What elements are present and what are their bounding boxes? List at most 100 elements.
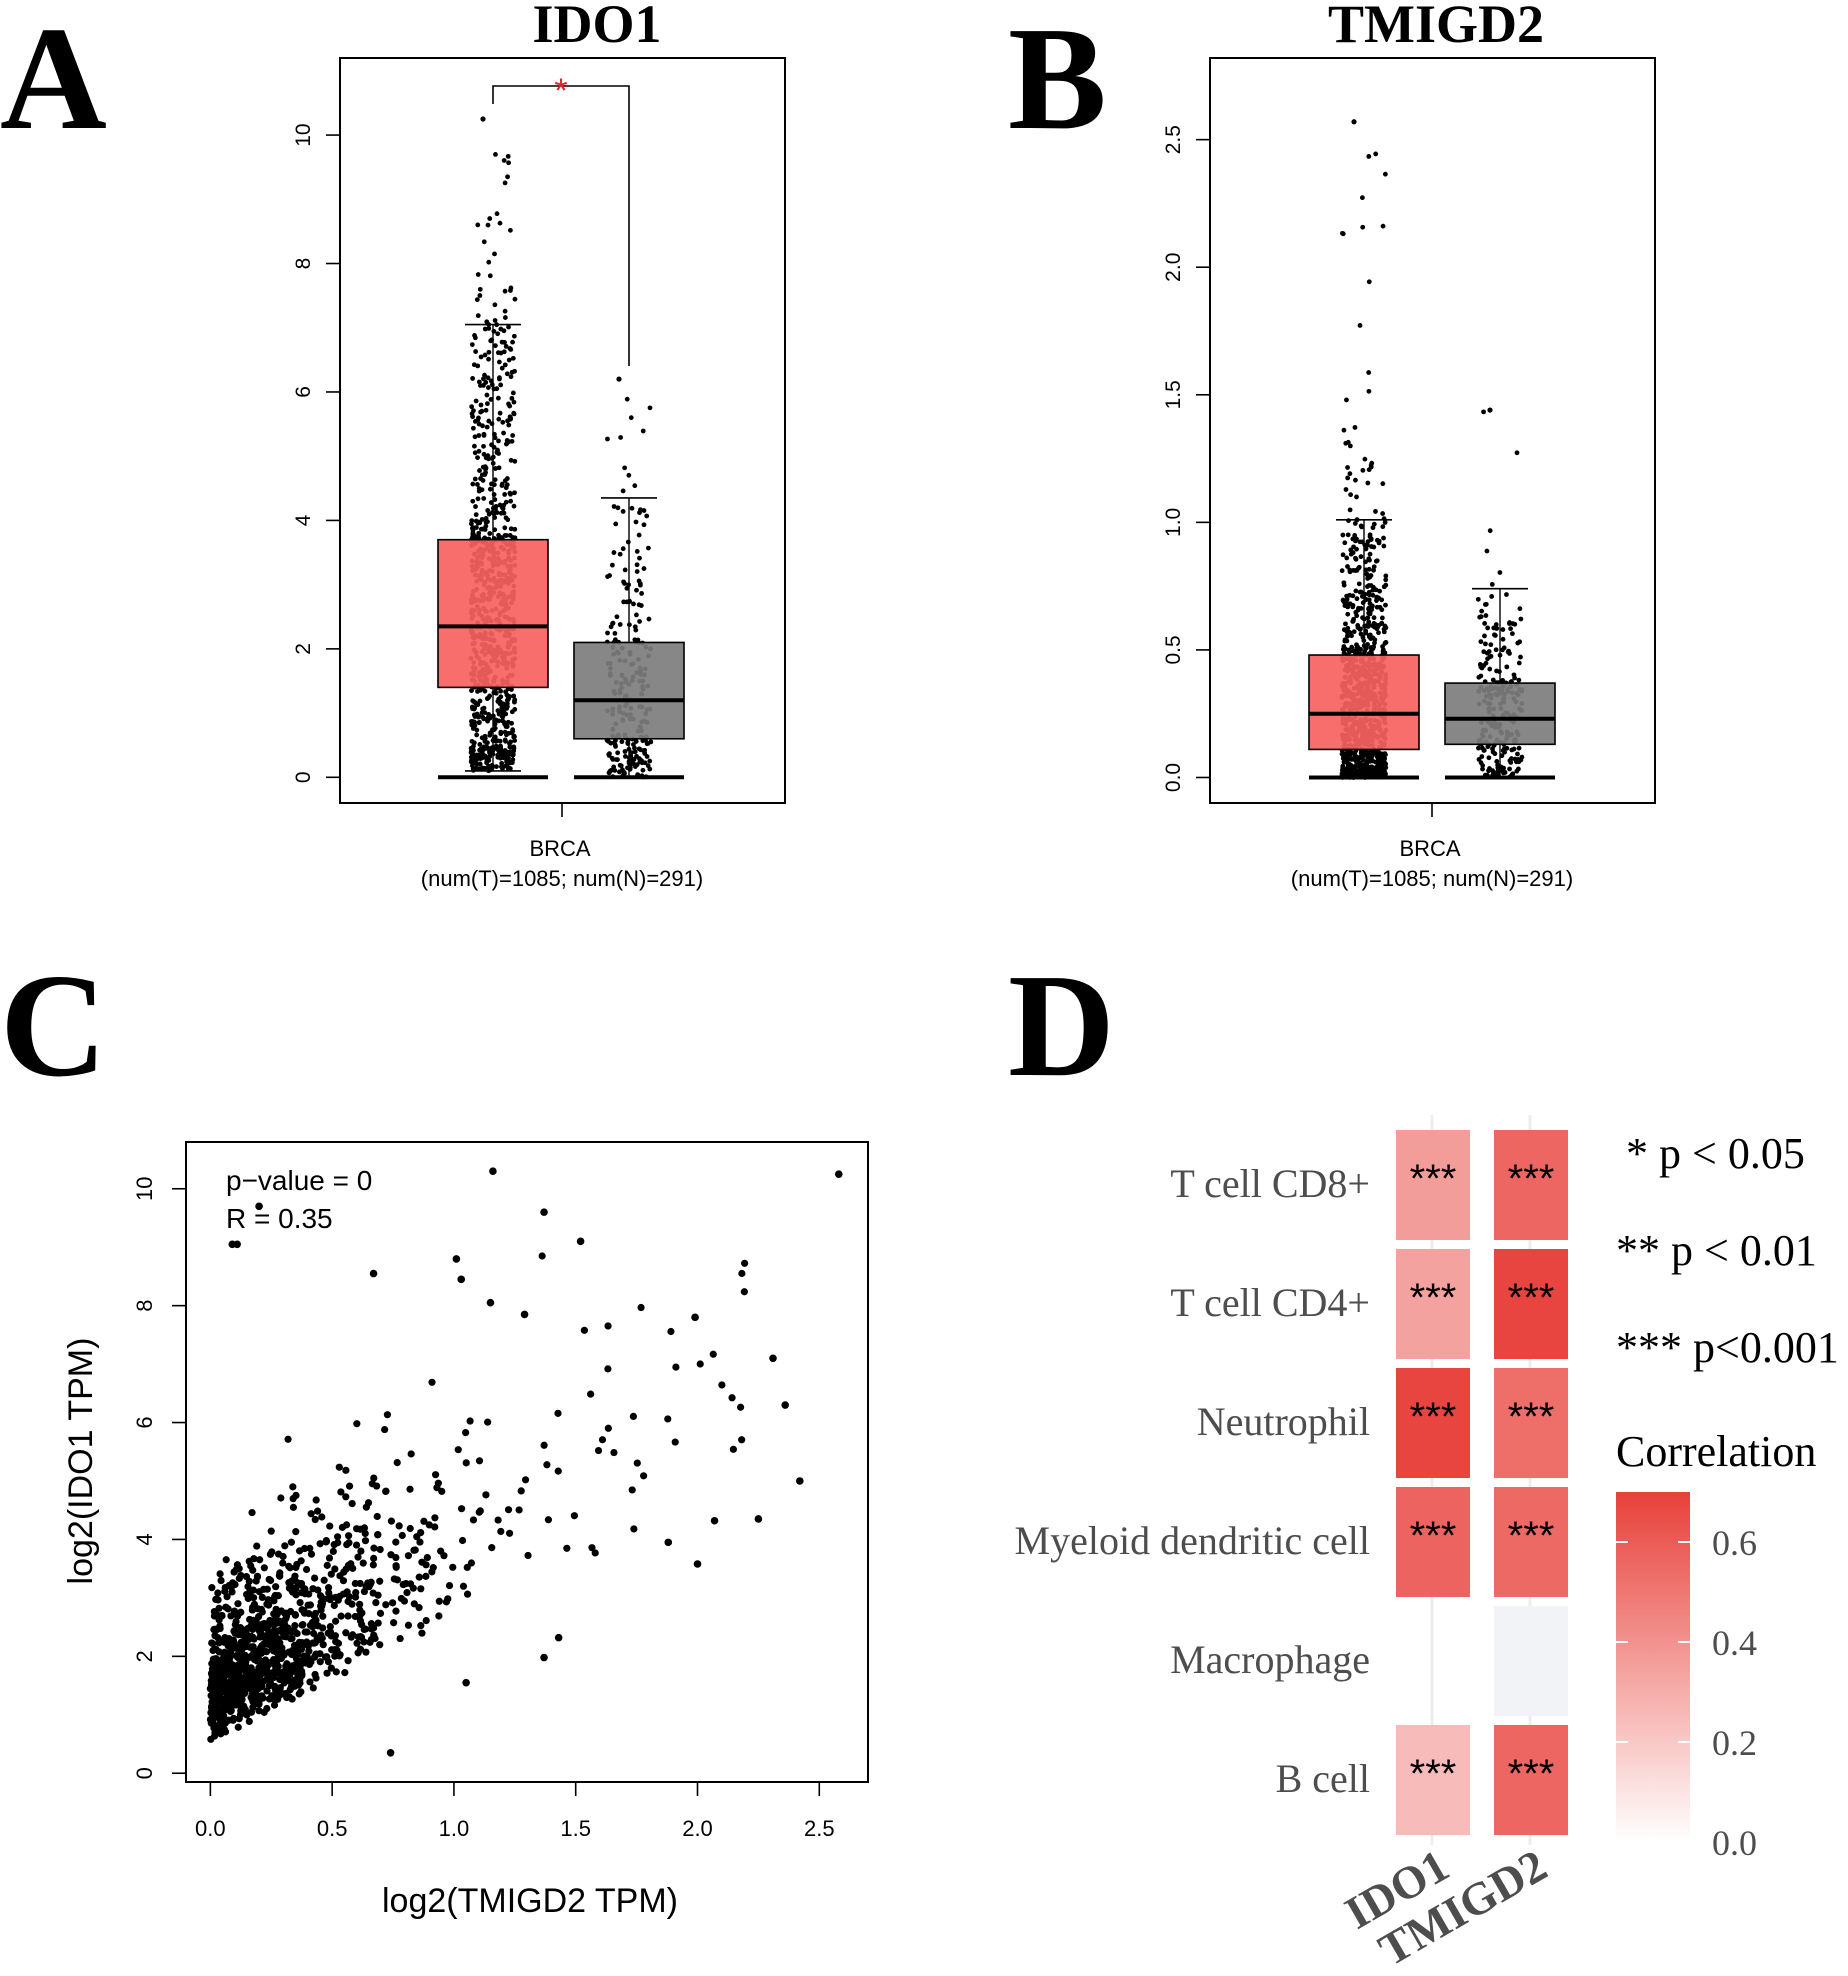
scatter-point	[265, 1575, 273, 1584]
data-point	[1504, 592, 1509, 597]
data-point	[1376, 538, 1382, 544]
scatter-point	[221, 1659, 229, 1667]
data-point	[473, 701, 479, 707]
scatter-point	[348, 1499, 356, 1508]
data-point	[470, 376, 476, 381]
scatter-point	[245, 1717, 253, 1726]
data-point	[476, 488, 482, 494]
data-point	[1500, 627, 1506, 632]
scatter-point	[319, 1641, 327, 1649]
data-point	[1367, 551, 1373, 557]
scatter-point	[291, 1572, 299, 1580]
data-point	[606, 752, 612, 757]
data-point	[482, 688, 488, 694]
scatter-point	[246, 1643, 254, 1651]
data-point	[484, 392, 490, 398]
data-point	[503, 499, 509, 505]
data-point	[510, 390, 516, 396]
data-point	[1486, 755, 1492, 761]
data-point	[1371, 615, 1377, 621]
x-tick-label: 0.5	[317, 1816, 348, 1841]
data-point	[634, 612, 639, 618]
scatter-point	[261, 1656, 270, 1664]
scatter-point	[303, 1638, 311, 1646]
scatter-point	[356, 1606, 364, 1614]
scatter-point	[392, 1563, 400, 1571]
data-point	[1377, 588, 1383, 594]
data-point	[1365, 480, 1371, 486]
data-point	[1353, 588, 1359, 594]
panel-letter-a: A	[0, 0, 107, 161]
scatter-point	[279, 1559, 287, 1567]
data-point	[644, 741, 650, 747]
data-point	[1367, 601, 1373, 606]
data-point	[1351, 616, 1356, 622]
data-point	[1508, 760, 1514, 765]
data-point	[502, 288, 508, 294]
scatter-point	[295, 1547, 304, 1555]
normal-box	[1444, 682, 1556, 746]
scatter-point	[672, 1363, 680, 1371]
data-point	[1516, 745, 1522, 751]
heatmap-cell	[1494, 1130, 1568, 1240]
data-point	[477, 761, 483, 767]
scatter-point	[422, 1572, 430, 1580]
data-point	[1488, 653, 1494, 659]
scatter-point	[335, 1463, 343, 1471]
scatter-point	[270, 1701, 279, 1709]
panel-d-heatmap: *** *** *** *** *** *** *** *** *** *** T cell CD…	[1015, 1115, 1839, 1976]
scatter-point	[215, 1639, 223, 1647]
data-point	[634, 562, 640, 568]
data-point	[492, 251, 497, 257]
scatter-point	[248, 1508, 256, 1517]
scatter-point	[316, 1658, 324, 1666]
data-point	[503, 738, 508, 744]
data-point	[1487, 666, 1493, 672]
scatter-point	[316, 1540, 324, 1548]
data-point	[1347, 567, 1353, 573]
scatter-point	[554, 1467, 562, 1475]
scatter-point	[256, 1629, 264, 1637]
scatter-point	[271, 1683, 279, 1691]
scatter-point	[554, 1633, 563, 1642]
y-tick-label: 0	[292, 771, 315, 783]
data-point	[1509, 756, 1514, 761]
y-tick-label: 4	[292, 514, 315, 526]
x-tick-label: 1.0	[439, 1816, 470, 1841]
scatter-point	[247, 1621, 255, 1630]
scatter-point	[241, 1688, 249, 1697]
data-point	[633, 519, 639, 525]
scatter-point	[554, 1409, 562, 1417]
scatter-point	[740, 1288, 748, 1296]
data-point	[1494, 759, 1500, 764]
heatmap-cell	[1396, 1725, 1470, 1835]
data-point	[480, 706, 486, 712]
data-point	[1366, 632, 1372, 638]
data-point	[632, 749, 638, 755]
data-point	[1381, 763, 1387, 769]
data-point	[634, 549, 640, 554]
data-point	[1514, 450, 1520, 456]
data-point	[480, 714, 486, 720]
data-point	[622, 567, 628, 573]
scatter-point	[272, 1669, 280, 1677]
data-point	[511, 503, 517, 509]
data-point	[1366, 370, 1372, 375]
data-point	[624, 396, 630, 402]
scatter-point	[373, 1512, 381, 1521]
data-point	[1485, 744, 1491, 750]
data-point	[1512, 675, 1518, 681]
data-point	[620, 488, 626, 494]
data-point	[1493, 622, 1499, 627]
scatter-point	[258, 1593, 266, 1601]
scatter-point	[251, 1688, 259, 1696]
data-point	[1481, 409, 1486, 415]
scatter-point	[417, 1585, 425, 1593]
scatter-point	[538, 1252, 546, 1260]
data-point	[478, 383, 483, 388]
data-point	[475, 272, 481, 277]
data-point	[605, 574, 610, 579]
scatter-point	[330, 1601, 338, 1610]
cell-significance: ***	[1508, 1276, 1555, 1320]
